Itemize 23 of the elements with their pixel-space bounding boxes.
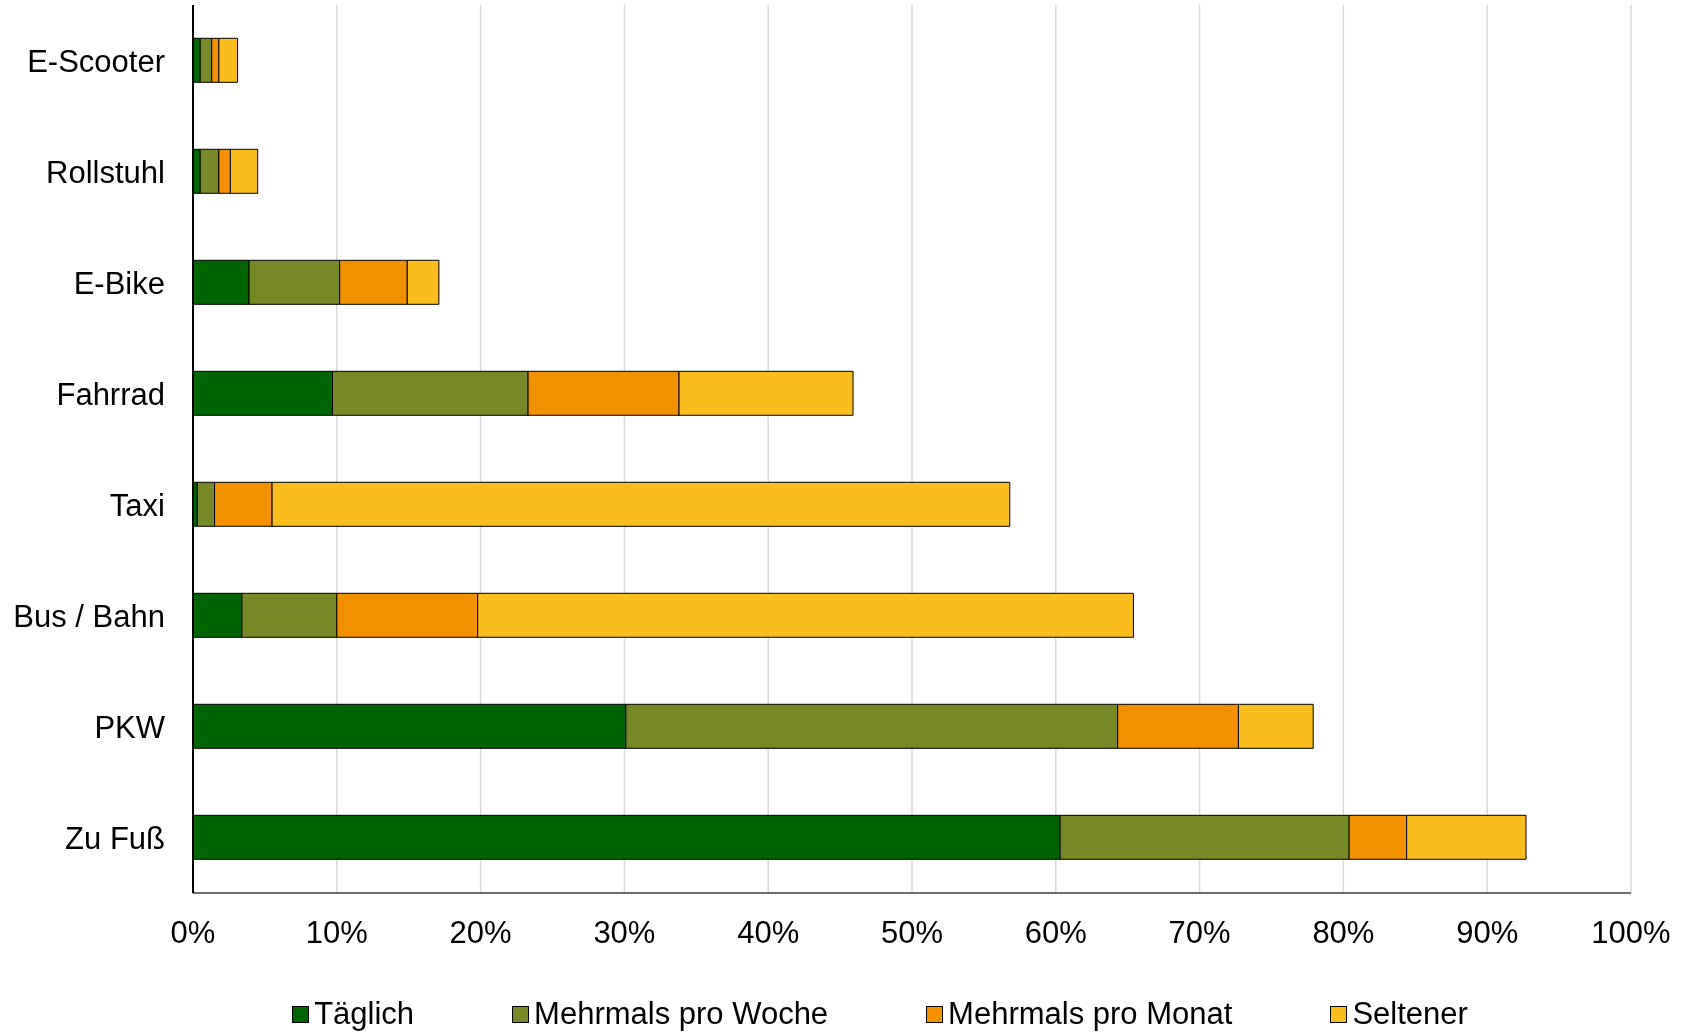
x-tick-label: 10% <box>305 915 368 951</box>
x-tick-label: 30% <box>593 915 656 951</box>
y-tick-label: Rollstuhl <box>46 154 165 190</box>
x-tick-label: 90% <box>1456 915 1519 951</box>
legend-label: Täglich <box>314 995 415 1033</box>
x-tick-label: 40% <box>737 915 800 951</box>
legend-label: Seltener <box>1352 995 1468 1033</box>
x-tick-label: 20% <box>449 915 512 951</box>
x-tick-label: 0% <box>170 915 216 951</box>
y-tick-label: Zu Fuß <box>65 820 165 856</box>
x-tick-label: 60% <box>1024 915 1087 951</box>
legend-label: Mehrmals pro Woche <box>534 995 829 1033</box>
x-tick-label: 100% <box>1591 915 1671 951</box>
y-tick-label: Taxi <box>109 487 165 523</box>
y-tick-label: E-Scooter <box>27 43 165 79</box>
x-tick-label: 50% <box>880 915 944 951</box>
y-tick-label: PKW <box>94 709 166 745</box>
x-tick-label: 70% <box>1168 915 1231 951</box>
x-tick-label: 80% <box>1312 915 1375 951</box>
y-tick-label: Fahrrad <box>56 376 165 412</box>
y-tick-label: Bus / Bahn <box>13 598 165 634</box>
legend-label: Mehrmals pro Monat <box>948 995 1233 1033</box>
y-tick-label: E-Bike <box>73 265 165 301</box>
